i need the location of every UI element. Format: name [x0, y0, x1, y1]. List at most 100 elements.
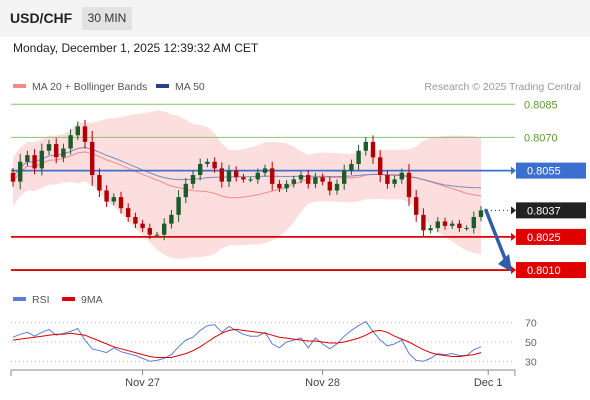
current-price-tag — [516, 202, 586, 219]
x-axis-labels: Nov 27 Nov 28 Dec 1 — [125, 370, 503, 389]
bollinger-band — [13, 110, 481, 259]
candle-body — [277, 183, 282, 189]
candle-body — [284, 183, 289, 189]
timestamp-label: Monday, December 1, 2025 12:39:32 AM CET — [13, 41, 259, 55]
rsi-ma-legend-swatch — [62, 297, 75, 301]
currency-pair-title: USD/CHF — [10, 10, 73, 26]
candle-body — [219, 168, 224, 182]
candle-body — [414, 197, 419, 215]
x-tick-label-2: Dec 1 — [474, 377, 503, 389]
candle-body — [18, 161, 23, 182]
candle-body — [39, 150, 44, 169]
candle-body — [270, 168, 275, 184]
candle-body — [428, 228, 433, 231]
candle-body — [140, 223, 145, 229]
candle-body — [205, 161, 210, 164]
ma50-legend-label: MA 50 — [175, 81, 205, 93]
candle-body — [406, 172, 412, 198]
candle-body — [75, 126, 80, 136]
level-label-4: 0.8025 — [527, 232, 561, 244]
candle-body — [118, 197, 124, 209]
current-price-pointer — [511, 206, 516, 215]
rsi-layer: 70 50 30 — [11, 318, 537, 368]
candle-body — [298, 175, 304, 180]
candle-body — [370, 141, 376, 158]
candle-body — [478, 210, 484, 218]
level-label-0: 0.8085 — [524, 99, 558, 111]
projection-arrow-shaft — [484, 208, 508, 263]
candle-body — [133, 217, 138, 224]
ma50-legend-swatch — [156, 84, 169, 88]
candle-body — [349, 163, 354, 171]
candle-body — [54, 144, 59, 158]
candle-body — [435, 221, 440, 229]
candle-body — [68, 135, 73, 149]
level-pointer-2 — [511, 166, 516, 175]
rsi-tick-50: 50 — [525, 337, 537, 349]
rsi-ma-line — [12, 328, 482, 358]
candle-body — [450, 223, 455, 226]
candle-body — [226, 170, 232, 182]
projection-arrow-head — [498, 254, 512, 273]
x-tick-label-1: Nov 28 — [305, 377, 340, 389]
level-tag-4 — [516, 228, 586, 245]
candle-body — [399, 172, 404, 180]
candle-body — [10, 172, 16, 182]
rsi-legend-swatch — [13, 297, 26, 301]
candle-body — [190, 175, 196, 184]
x-tick-label-0: Nov 27 — [125, 377, 160, 389]
ma20-legend-label: MA 20 + Bollinger Bands — [32, 81, 147, 93]
current-price-label: 0.8037 — [527, 205, 561, 217]
candle-body — [464, 228, 469, 230]
candle-body — [154, 234, 160, 236]
copyright-label: Research © 2025 Trading Central — [424, 81, 581, 93]
candle-body — [61, 148, 66, 158]
candle-body — [147, 228, 152, 235]
candle-body — [176, 197, 181, 215]
level-tag-5 — [516, 262, 586, 279]
candle-body — [97, 175, 102, 191]
candle-body — [327, 181, 332, 191]
candle-body — [234, 170, 239, 178]
candle-body — [392, 179, 397, 184]
rsi-line — [12, 321, 482, 362]
level-tag-2 — [516, 162, 586, 179]
candle-body — [385, 175, 390, 184]
candle-body — [291, 179, 296, 184]
candle-body — [421, 214, 426, 231]
level-pointer-4 — [511, 232, 516, 241]
candle-body — [363, 141, 368, 151]
level-label-5: 0.8010 — [527, 265, 561, 277]
level-label-1: 0.8070 — [524, 132, 558, 144]
candle-body — [169, 214, 174, 224]
candle-body — [262, 168, 268, 173]
candle-body — [306, 175, 311, 184]
candle-body — [32, 155, 37, 169]
candle-body — [241, 177, 246, 180]
rsi-tick-30: 30 — [525, 356, 537, 368]
candle-body — [320, 177, 325, 182]
candle-body — [162, 223, 167, 235]
candle-body — [104, 190, 109, 202]
candle-body — [342, 170, 347, 184]
rsi-tick-70: 70 — [525, 318, 537, 330]
candle-body — [471, 217, 476, 229]
rsi-ma-legend-label: 9MA — [81, 294, 103, 306]
candle-body — [457, 223, 462, 229]
candle-body — [442, 221, 448, 226]
candle-body — [212, 161, 217, 169]
price-layer: 0.8085 0.8070 0.8055 0.8037 0.8025 0.8010 — [10, 99, 586, 279]
rsi-legend-label: RSI — [32, 294, 50, 306]
candle-body — [248, 179, 253, 181]
candle-body — [313, 177, 318, 184]
candle-body — [356, 150, 361, 164]
level-label-2: 0.8055 — [527, 166, 561, 178]
candle-body — [378, 157, 383, 176]
level-pointer-5 — [511, 266, 516, 275]
candle-body — [334, 183, 340, 191]
candle-body — [25, 155, 30, 162]
candle-body — [255, 172, 260, 180]
timeframe-badge[interactable]: 30 MIN — [82, 7, 132, 30]
candle-body — [111, 197, 116, 202]
